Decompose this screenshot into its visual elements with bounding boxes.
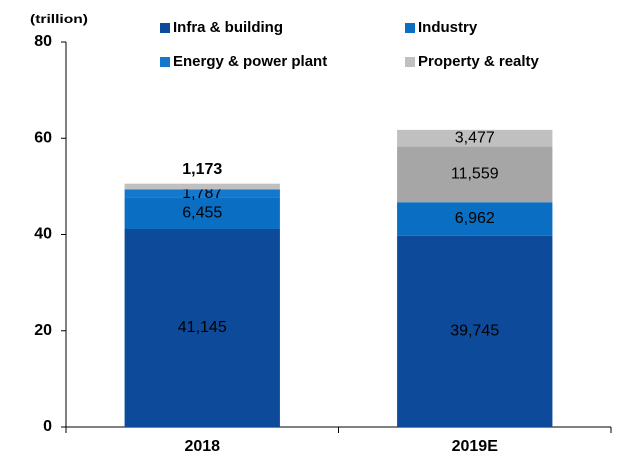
bar-segment <box>397 129 553 147</box>
legend-label: Property & realty <box>418 53 540 70</box>
data-label: 11,559 <box>451 166 499 183</box>
bar-segment <box>124 189 280 198</box>
legend-label: Infra & building <box>173 19 283 36</box>
data-label: 6,455 <box>182 205 222 222</box>
y-tick-label: 60 <box>34 129 52 146</box>
bar-segment <box>397 146 553 203</box>
bar-segment <box>124 228 280 427</box>
bar-segment <box>397 235 553 427</box>
legend-label: Industry <box>418 19 478 36</box>
data-label: 39,745 <box>450 323 499 340</box>
y-tick-label: 80 <box>34 33 52 50</box>
data-label: 1,173 <box>182 161 222 178</box>
y-tick-label: 40 <box>34 226 52 243</box>
y-axis-label: (trillion) <box>30 12 88 26</box>
x-tick-label: 2018 <box>184 438 220 455</box>
legend-swatch <box>405 57 415 67</box>
data-label: 41,145 <box>178 319 227 336</box>
legend-swatch <box>160 57 170 67</box>
x-tick-label: 2019E <box>452 438 499 455</box>
legend-swatch <box>160 23 170 33</box>
legend-swatch <box>405 23 415 33</box>
bar-segment <box>124 197 280 229</box>
data-label: 3,477 <box>455 129 495 146</box>
bar-segment <box>397 202 553 236</box>
y-tick-label: 20 <box>34 322 52 339</box>
y-tick-label: 0 <box>43 418 52 435</box>
data-label: 6,962 <box>455 210 495 227</box>
bar-segment <box>124 183 280 190</box>
legend-label: Energy & power plant <box>173 53 327 70</box>
